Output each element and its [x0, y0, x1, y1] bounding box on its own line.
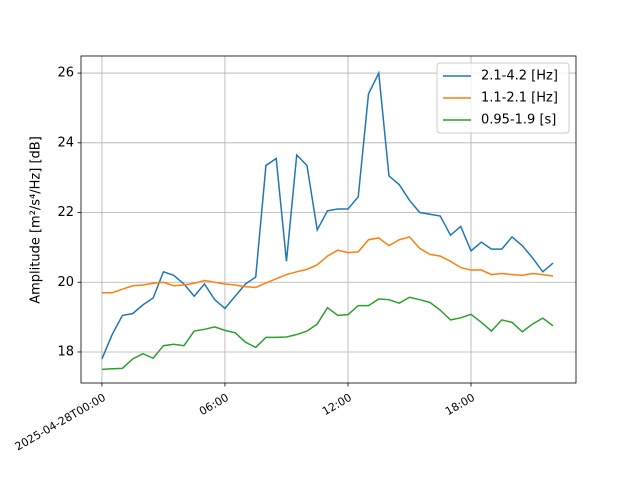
- x-tick-label: 2025-04-28T00:00: [13, 391, 108, 453]
- legend-label: 1.1-2.1 [Hz]: [481, 91, 558, 106]
- x-tick-label: 12:00: [320, 391, 354, 418]
- plot-frame: [80, 55, 577, 384]
- series-line: [101, 236, 554, 294]
- legend-box: [436, 62, 570, 134]
- y-tick-label: 18: [57, 344, 74, 359]
- legend-label: 2.1-4.2 [Hz]: [481, 69, 558, 84]
- x-tick-label: 06:00: [197, 391, 231, 418]
- legend-label: 0.95-1.9 [s]: [481, 113, 556, 128]
- x-tick-label: 18:00: [443, 391, 477, 418]
- series-line: [101, 296, 554, 371]
- series-line: [101, 70, 554, 360]
- y-axis-label: Amplitude [m²/s⁴/Hz] [dB]: [29, 136, 44, 304]
- y-tick-label: 26: [57, 66, 74, 81]
- y-tick-label: 22: [57, 205, 74, 220]
- y-tick-label: 20: [57, 275, 74, 290]
- y-tick-label: 24: [57, 135, 74, 150]
